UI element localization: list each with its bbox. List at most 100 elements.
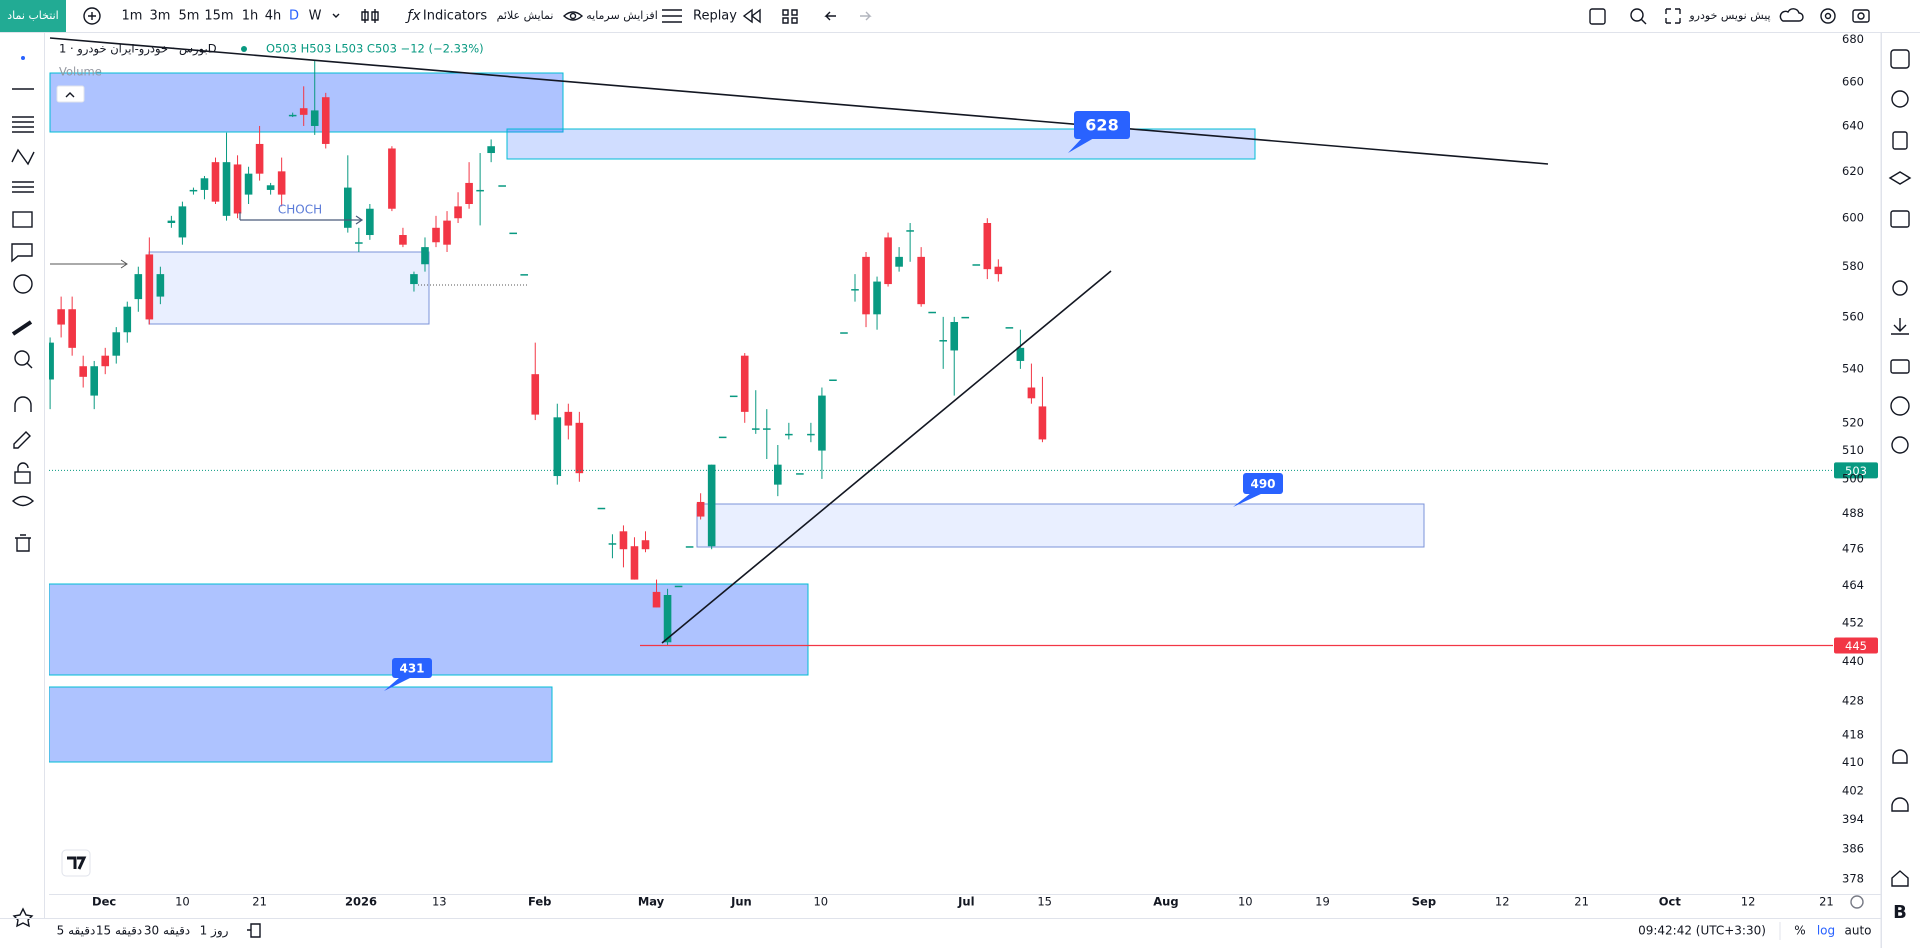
arrow (50, 259, 128, 269)
search-icon[interactable] (1630, 8, 1644, 22)
x-tick-label: 13 (432, 895, 447, 909)
symbol-button-label[interactable]: انتخاب نماد (7, 9, 58, 22)
interval-button[interactable]: W (309, 9, 322, 24)
y-tick-label: 418 (1842, 727, 1864, 741)
candle-body (310, 110, 319, 126)
range-button[interactable]: دقیقه 30 (144, 924, 190, 938)
emoji-tool[interactable] (13, 274, 33, 294)
indicators-button[interactable]: Indicators (423, 9, 487, 24)
text-tool[interactable] (11, 243, 33, 263)
magnet-tool[interactable] (14, 396, 32, 412)
ruler-tool[interactable] (11, 320, 33, 336)
candle-body (840, 332, 848, 334)
alerts-icon[interactable] (1891, 90, 1909, 108)
candle-body (49, 342, 54, 380)
interval-button[interactable]: 4h (265, 9, 282, 24)
candle-body (685, 546, 694, 548)
brand-icon[interactable]: B (1893, 902, 1907, 923)
watchlist-icon[interactable] (1890, 49, 1910, 69)
interval-dropdown[interactable] (332, 13, 340, 18)
axis-settings-icon[interactable] (1850, 895, 1864, 909)
hide-tool[interactable] (11, 495, 35, 507)
candle-body (895, 256, 903, 267)
fib-tool[interactable] (12, 116, 34, 133)
eye-icon[interactable] (562, 11, 584, 21)
interval-button[interactable]: 5m (179, 9, 200, 24)
expand-icon[interactable] (1665, 8, 1681, 24)
candle-body (454, 206, 462, 219)
download-icon[interactable] (1891, 318, 1909, 335)
y-tick-label: 680 (1842, 32, 1864, 46)
cursor-tool[interactable] (21, 56, 25, 60)
candle-body (762, 428, 771, 430)
redo-icon[interactable] (860, 11, 872, 21)
notes-icon[interactable] (1890, 210, 1910, 228)
fx-icon[interactable]: ƒx (404, 8, 421, 24)
auto-toggle[interactable]: auto (1844, 924, 1871, 938)
chart-type-icon[interactable] (361, 9, 379, 23)
log-toggle[interactable]: log (1817, 924, 1835, 938)
candle-body (443, 220, 451, 245)
y-tick-label: 464 (1842, 578, 1864, 592)
snapshot-icon[interactable] (1852, 9, 1870, 23)
undo-icon[interactable] (824, 11, 836, 21)
choch-label: CHOCH (278, 203, 322, 217)
lock-tool[interactable] (14, 471, 31, 484)
draft-button[interactable]: پیش نویس خودرو (1688, 9, 1770, 22)
shape-tool[interactable] (12, 211, 33, 228)
home-icon[interactable] (1891, 870, 1909, 887)
settings-icon[interactable] (1820, 8, 1836, 24)
fullscreen-icon[interactable] (1589, 8, 1606, 25)
favorites-tool[interactable] (12, 907, 34, 928)
x-tick-label: Oct (1659, 895, 1682, 909)
profile-icon[interactable] (1890, 396, 1910, 416)
candle-body (57, 309, 65, 325)
y-tick-label: 452 (1842, 616, 1864, 630)
candle-body (961, 316, 970, 319)
replay-icon[interactable] (742, 8, 761, 24)
capital-button[interactable]: افزایش سرمایه (586, 9, 658, 22)
interval-button[interactable]: 15m (204, 9, 233, 24)
candle-body (608, 543, 617, 545)
interval-button[interactable]: 1h (242, 9, 259, 24)
zoom-tool[interactable] (14, 350, 30, 366)
pattern-tool[interactable] (11, 148, 35, 166)
projection-tool[interactable] (12, 181, 34, 193)
support-icon[interactable] (1891, 797, 1909, 812)
candle-body (112, 332, 121, 356)
range-button[interactable]: دقیقه 15 (96, 924, 142, 938)
range-button[interactable]: روز 1 (200, 924, 229, 939)
callout (1243, 473, 1283, 494)
delete-tool[interactable] (15, 534, 31, 552)
candle-body (1005, 327, 1014, 329)
share-icon[interactable] (1891, 436, 1909, 454)
add-icon[interactable] (83, 7, 101, 25)
candle-body (200, 178, 209, 190)
bell-icon[interactable] (1892, 749, 1908, 764)
candle-body (344, 187, 352, 228)
range-button[interactable]: دقیقه 5 (57, 924, 96, 938)
settings-icon[interactable] (1892, 280, 1908, 296)
clock: 09:42:42 (UTC+3:30) (1638, 924, 1766, 938)
draw-mode-tool[interactable] (13, 431, 31, 449)
layout-icon[interactable] (782, 9, 798, 24)
symbol-button[interactable] (0, 0, 66, 32)
legend-ohlc: O503 H503 L503 C503 −12 (−2.33%) (266, 42, 484, 56)
layers-icon[interactable] (1888, 171, 1912, 185)
candle-body (1016, 347, 1025, 361)
date-range-icon[interactable] (247, 923, 261, 938)
replay-button[interactable]: Replay (693, 9, 737, 24)
percent-toggle[interactable]: % (1794, 924, 1805, 938)
cloud-icon[interactable] (1779, 8, 1804, 22)
interval-button[interactable]: D (289, 9, 299, 24)
sliders-icon[interactable] (662, 9, 682, 23)
card-icon[interactable] (1890, 359, 1910, 374)
news-icon[interactable] (1892, 131, 1908, 150)
interval-button[interactable]: 3m (150, 9, 171, 24)
signals-button[interactable]: نمایش علائم (497, 9, 554, 22)
y-tick-label: 476 (1842, 542, 1864, 556)
y-tick-label: 410 (1842, 755, 1864, 769)
y-tick-label: 560 (1842, 309, 1864, 323)
x-tick-label: 10 (813, 895, 828, 909)
interval-button[interactable]: 1m (122, 9, 143, 24)
